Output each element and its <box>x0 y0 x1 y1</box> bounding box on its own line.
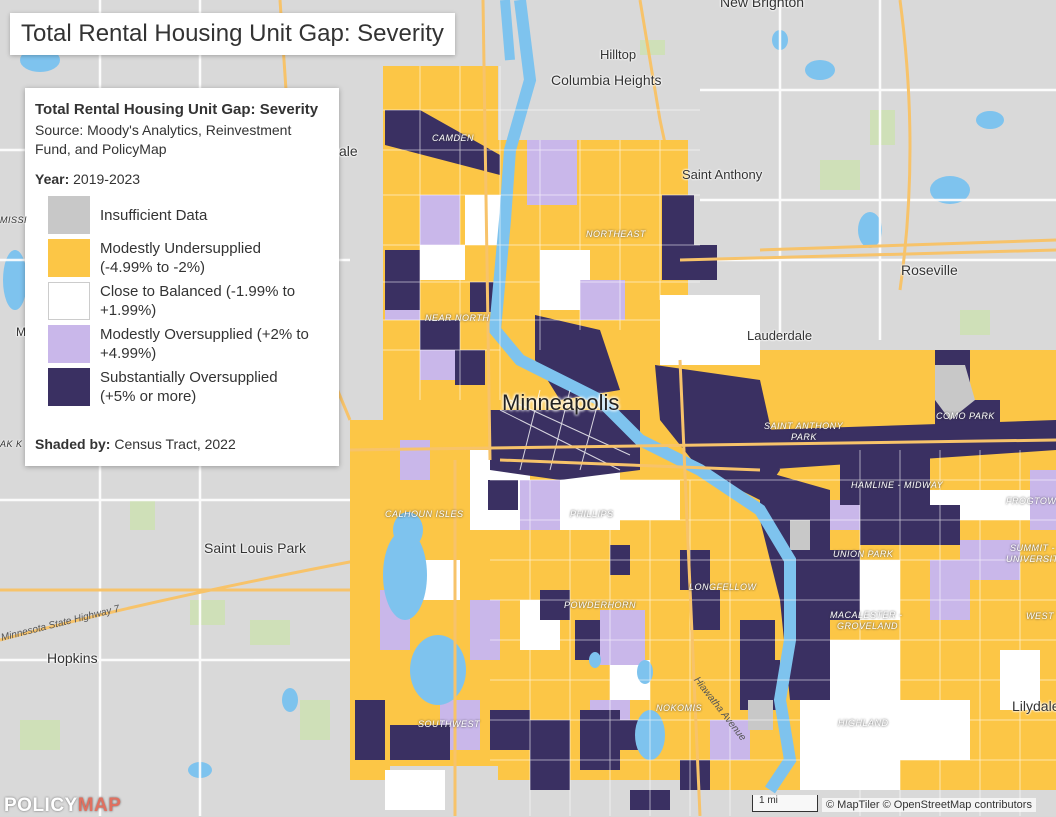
hood-st-anthony-park-1: SAINT ANTHONY <box>764 421 844 431</box>
hood-highland: HIGHLAND <box>838 718 889 728</box>
policymap-logo-accent: MAP <box>77 795 122 816</box>
legend-title: Total Rental Housing Unit Gap: Severity <box>35 101 319 118</box>
legend-label: Modestly Undersupplied (-4.99% to -2%) <box>100 240 261 276</box>
legend-item-oversupplied: Modestly Oversupplied (+2% to +4.99%) <box>48 325 329 363</box>
hood-camden: CAMDEN <box>432 133 475 143</box>
legend-swatch <box>48 196 90 234</box>
hood-como-park: COMO PARK <box>936 411 995 421</box>
legend-shaded-label: Shaded by: <box>35 436 111 452</box>
legend-shaded-value: Census Tract, 2022 <box>114 436 236 452</box>
place-hopkins: Hopkins <box>47 650 98 666</box>
hood-calhoun-isles: CALHOUN ISLES <box>385 509 464 519</box>
hood-nokomis: NOKOMIS <box>656 703 703 713</box>
legend-panel: Total Rental Housing Unit Gap: Severity … <box>25 88 339 466</box>
hood-southwest: SOUTHWEST <box>418 719 480 729</box>
edge-label-ak-k: AK K <box>0 439 23 449</box>
city-label-minneapolis: Minneapolis <box>502 390 620 415</box>
legend-swatch <box>48 239 90 277</box>
hood-macalester-1: MACALESTER - <box>830 610 903 620</box>
place-saint-louis-park: Saint Louis Park <box>204 540 306 556</box>
legend-label: Insufficient Data <box>100 206 208 224</box>
legend-swatch <box>48 282 90 320</box>
place-saint-anthony: Saint Anthony <box>682 167 763 182</box>
hood-st-anthony-park-2: PARK <box>791 432 817 442</box>
legend-year-value: 2019-2023 <box>73 171 141 187</box>
place-lauderdale: Lauderdale <box>747 328 813 343</box>
hood-longfellow: LONGFELLOW <box>689 582 757 592</box>
hood-hamline-midway: HAMLINE - MIDWAY <box>851 480 944 490</box>
hood-macalester-2: GROVELAND <box>837 621 899 631</box>
hood-summit-1: SUMMIT - <box>1010 543 1055 553</box>
legend-label: Close to Balanced (-1.99% to +1.99%) <box>100 283 296 319</box>
legend-item-substantially-oversupplied: Substantially Oversupplied (+5% or more) <box>48 368 329 406</box>
place-new-brighton: New Brighton <box>720 0 805 10</box>
legend-item-insufficient: Insufficient Data <box>48 196 329 234</box>
legend-items: Insufficient Data Modestly Undersupplied… <box>48 196 329 406</box>
place-roseville: Roseville <box>901 262 958 278</box>
edge-label-dale: ale <box>339 143 358 159</box>
map-attribution[interactable]: © MapTiler © OpenStreetMap contributors <box>822 798 1036 812</box>
hood-summit-2: UNIVERSITY <box>1006 554 1056 564</box>
hood-frogtown: FROGTOWN <box>1006 496 1056 506</box>
edge-label-m: M <box>16 325 26 339</box>
legend-shaded-by: Shaded by: Census Tract, 2022 <box>35 436 236 452</box>
map-title: Total Rental Housing Unit Gap: Severity <box>10 13 455 55</box>
place-columbia-heights: Columbia Heights <box>551 72 662 88</box>
scale-bar: 1 mi <box>752 795 818 812</box>
legend-label: Substantially Oversupplied (+5% or more) <box>100 369 278 405</box>
hood-near-north: NEAR NORTH <box>425 313 490 323</box>
legend-item-balanced: Close to Balanced (-1.99% to +1.99%) <box>48 282 329 320</box>
place-hilltop: Hilltop <box>600 47 637 62</box>
hood-union-park: UNION PARK <box>833 549 894 559</box>
hood-northeast: NORTHEAST <box>586 229 646 239</box>
legend-item-undersupplied: Modestly Undersupplied (-4.99% to -2%) <box>48 239 329 277</box>
hood-phillips: PHILLIPS <box>570 509 614 519</box>
legend-swatch <box>48 368 90 406</box>
hood-powderhorn: POWDERHORN <box>564 600 636 610</box>
legend-swatch <box>48 325 90 363</box>
hood-west: WEST <box>1026 611 1054 621</box>
legend-year-label: Year: <box>35 171 70 187</box>
policymap-logo: POLICYMAP <box>4 795 122 816</box>
edge-label-missi: MISSI <box>0 215 28 225</box>
place-lilydale: Lilydale <box>1012 698 1056 714</box>
legend-label: Modestly Oversupplied (+2% to +4.99%) <box>100 326 309 362</box>
legend-source: Source: Moody's Analytics, Reinvestment … <box>35 122 292 157</box>
legend-year: Year: 2019-2023 <box>35 171 329 187</box>
